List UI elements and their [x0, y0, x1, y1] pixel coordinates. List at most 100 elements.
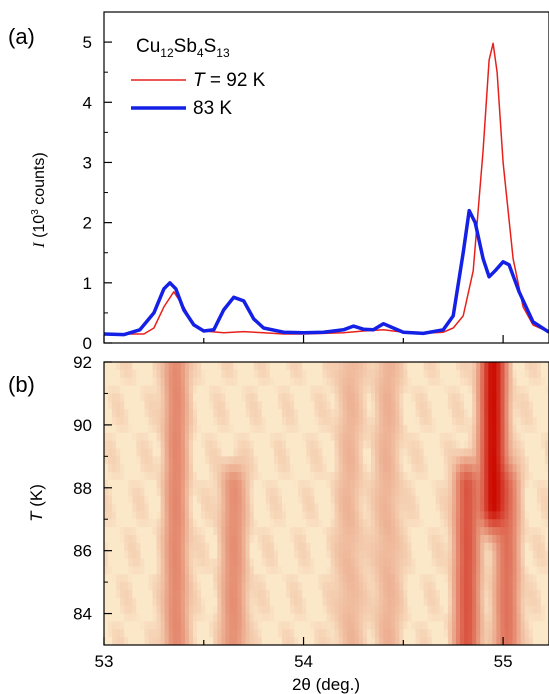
heatmap-cell	[492, 393, 498, 402]
heatmap-cell	[209, 574, 214, 583]
heatmap-cell	[128, 409, 133, 418]
heatmap-cell	[338, 582, 344, 591]
heatmap-cell	[524, 479, 530, 489]
heatmap-cell	[520, 464, 526, 473]
heatmap-cell	[516, 542, 522, 552]
heatmap-cell	[172, 409, 178, 418]
heatmap-cell	[306, 629, 311, 638]
heatmap-cell	[148, 558, 154, 567]
heatmap-cell	[399, 424, 404, 434]
heatmap-cell	[209, 566, 214, 575]
heatmap-cell	[371, 519, 376, 528]
heatmap-cell	[366, 401, 372, 410]
heatmap-cell	[395, 417, 400, 426]
heatmap-cell	[403, 448, 409, 457]
heatmap-cell	[427, 597, 433, 607]
heatmap-cell	[460, 487, 465, 497]
heatmap-cell	[455, 362, 461, 371]
heatmap-cell	[201, 432, 206, 442]
heatmap-cell	[116, 542, 121, 552]
heatmap-cell	[488, 605, 493, 615]
heatmap-cell	[245, 629, 251, 638]
heatmap-cell	[148, 409, 154, 418]
heatmap-cell	[225, 605, 231, 615]
heatmap-cell	[160, 377, 166, 387]
heatmap-cell	[314, 519, 320, 528]
heatmap-cell	[160, 417, 166, 426]
heatmap-cell	[423, 558, 429, 567]
heatmap-cell	[249, 417, 255, 426]
heatmap-cell	[451, 417, 457, 426]
heatmap-cell	[516, 440, 522, 450]
heatmap-cell	[532, 362, 538, 371]
heatmap-cell	[245, 456, 251, 465]
heatmap-cell	[354, 377, 360, 387]
heatmap-cell	[375, 424, 380, 434]
heatmap-cell	[302, 417, 307, 426]
heatmap-cell	[197, 487, 202, 497]
heatmap-cell	[330, 534, 336, 544]
heatmap-cell	[128, 621, 133, 630]
heatmap-cell	[415, 487, 421, 497]
heatmap-cell	[516, 534, 522, 544]
heatmap-cell	[407, 393, 413, 402]
heatmap-cell	[249, 574, 255, 583]
heatmap-cell	[379, 385, 384, 395]
heatmap-cell	[290, 589, 295, 599]
heatmap-cell	[237, 605, 243, 615]
heatmap-cell	[265, 605, 271, 615]
heatmap-cell	[464, 582, 469, 591]
heatmap-cell	[269, 409, 275, 418]
heatmap-cell	[484, 582, 489, 591]
heatmap-cell	[508, 369, 514, 379]
heatmap-cell	[375, 362, 380, 371]
heatmap-cell	[366, 448, 372, 457]
heatmap-cell	[104, 448, 109, 457]
heatmap-cell	[508, 534, 514, 544]
heatmap-cell	[217, 629, 222, 638]
heatmap-cell	[532, 542, 538, 552]
heatmap-cell	[334, 479, 340, 489]
heatmap-cell	[435, 369, 441, 379]
heatmap-cell	[132, 417, 137, 426]
heatmap-cell	[306, 385, 311, 395]
heatmap-cell	[302, 637, 307, 645]
heatmap-cell	[516, 503, 522, 512]
heatmap-cell	[427, 519, 433, 528]
heatmap-cell	[342, 519, 348, 528]
heatmap-cell	[282, 542, 287, 552]
heatmap-cell	[172, 542, 178, 552]
heatmap-cell	[322, 464, 328, 473]
heatmap-cell	[322, 495, 328, 505]
heatmap-cell	[411, 448, 417, 457]
heatmap-cell	[310, 456, 315, 465]
heatmap-cell	[132, 401, 137, 410]
heatmap-cell	[484, 479, 489, 489]
heatmap-cell	[286, 401, 291, 410]
heatmap-cell	[500, 479, 506, 489]
heatmap-cell	[419, 550, 425, 560]
heatmap-cell	[330, 597, 336, 607]
heatmap-cell	[419, 621, 425, 630]
heatmap-cell	[108, 511, 113, 520]
heatmap-cell	[500, 534, 506, 544]
heatmap-cell	[253, 464, 259, 473]
heatmap-cell	[164, 550, 170, 560]
heatmap-cell	[346, 448, 352, 457]
heatmap-cell	[375, 605, 380, 615]
heatmap-cell	[371, 534, 376, 544]
heatmap-cell	[480, 519, 485, 528]
heatmap-cell	[532, 527, 538, 536]
heatmap-cell	[391, 597, 396, 607]
heatmap-cell	[209, 558, 214, 567]
heatmap-cell	[524, 369, 530, 379]
heatmap-cell	[144, 417, 150, 426]
heatmap-cell	[435, 629, 441, 638]
heatmap-cell	[144, 637, 150, 645]
heatmap-cell	[245, 542, 251, 552]
heatmap-cell	[472, 448, 477, 457]
heatmap-cell	[399, 621, 404, 630]
heatmap-cell	[435, 558, 441, 567]
heatmap-cell	[536, 472, 542, 481]
heatmap-cell	[447, 527, 453, 536]
